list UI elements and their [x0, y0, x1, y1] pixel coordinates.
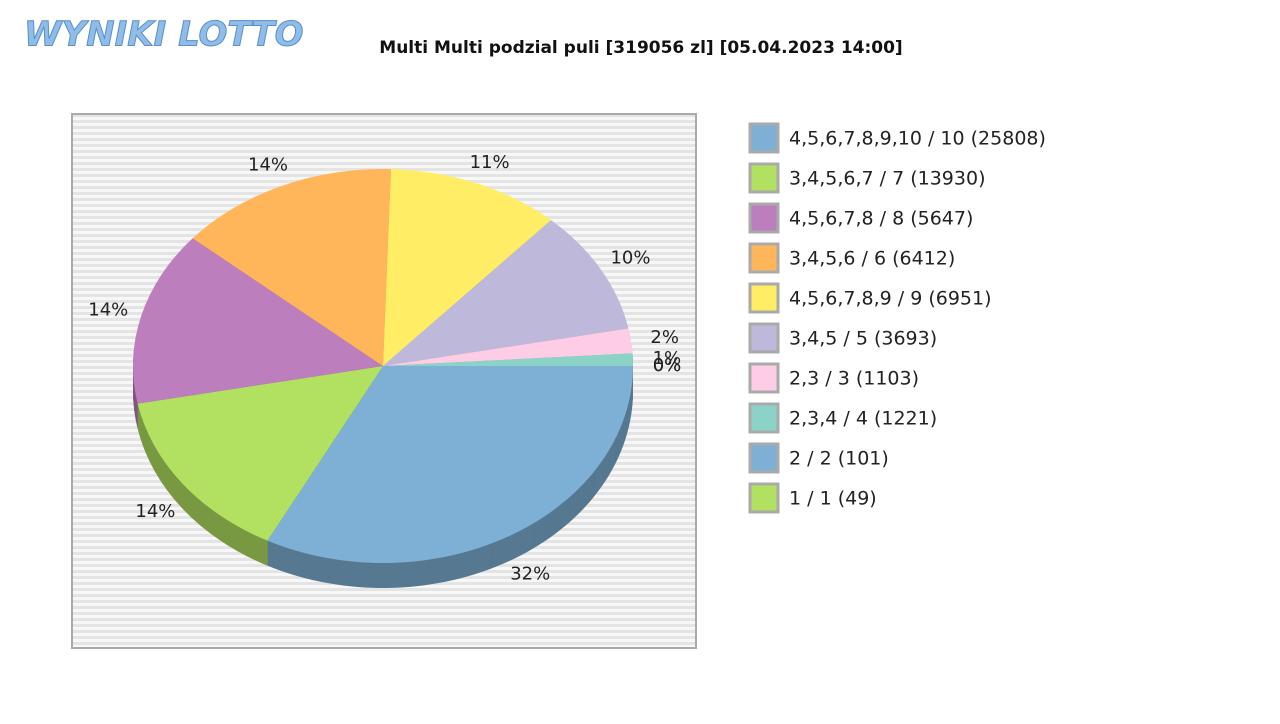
slice-label: 14% — [248, 155, 288, 176]
slice-label: 0% — [653, 355, 682, 376]
legend-label: 2,3 / 3 (1103) — [789, 368, 919, 390]
legend-swatch — [748, 402, 780, 434]
chart-title: Multi Multi podzial puli [319056 zl] [05… — [379, 38, 902, 58]
slice — [133, 238, 383, 404]
slice — [383, 328, 633, 366]
legend: 4,5,6,7,8,9,10 / 10 (25808) 3,4,5,6,7 / 7… — [748, 122, 1046, 514]
slice — [383, 353, 633, 366]
legend-label: 2 / 2 (101) — [789, 448, 889, 470]
legend-swatch — [748, 442, 780, 474]
slice — [137, 366, 383, 541]
legend-label: 3,4,5,6 / 6 (6412) — [789, 248, 955, 270]
legend-label: 4,5,6,7,8,9,10 / 10 (25808) — [789, 128, 1046, 150]
legend-label: 4,5,6,7,8,9 / 9 (6951) — [789, 288, 992, 310]
slice-label: 14% — [88, 299, 128, 320]
legend-swatch — [748, 282, 780, 314]
legend-label: 1 / 1 (49) — [789, 488, 877, 510]
slice-label: 0% — [653, 355, 682, 376]
slice — [383, 169, 552, 366]
pie: 32%14%14%14% 11%10%2%1%0%0% — [88, 152, 681, 588]
legend-swatch — [748, 482, 780, 514]
slice-label: 10% — [610, 248, 650, 269]
slice-label: 14% — [135, 501, 175, 522]
legend-swatch — [748, 362, 780, 394]
legend-swatch — [748, 162, 780, 194]
legend-swatch — [748, 322, 780, 354]
legend-label: 3,4,5 / 5 (3693) — [789, 328, 937, 350]
legend-swatch — [748, 122, 780, 154]
slice-label: 11% — [470, 152, 510, 173]
slice-label: 2% — [650, 327, 679, 348]
slice — [192, 169, 392, 366]
slice — [267, 366, 633, 563]
slice-label: 32% — [510, 564, 550, 585]
legend-swatch — [748, 242, 780, 274]
legend-label: 2,3,4 / 4 (1221) — [789, 408, 937, 430]
slice — [383, 220, 629, 366]
legend-label: 3,4,5,6,7 / 7 (13930) — [789, 168, 985, 190]
slice-label: 1% — [653, 348, 682, 369]
legend-label: 4,5,6,7,8 / 8 (5647) — [789, 208, 973, 230]
logo: WYNIKI LOTTO — [24, 15, 304, 55]
legend-swatch — [748, 202, 780, 234]
